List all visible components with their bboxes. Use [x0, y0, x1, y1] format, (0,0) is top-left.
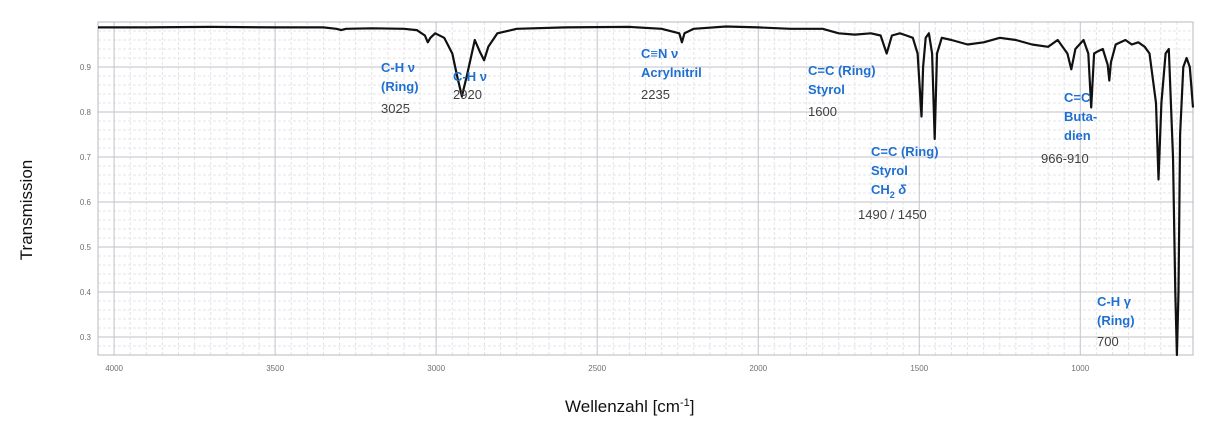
annotation-cc1490-value: 1490 / 1450 [858, 207, 927, 222]
x-tick-label: 3000 [427, 364, 445, 373]
x-tick-label: 3500 [266, 364, 284, 373]
annotation-buta-value: 966-910 [1041, 151, 1089, 166]
annotation-buta-label-1: C=C [1064, 90, 1091, 105]
y-tick-label: 0.5 [80, 243, 92, 252]
annotation-cc1490-label-3: CH2 δ [871, 182, 906, 200]
major-grid [98, 22, 1193, 355]
annotation-cn-label-1: C≡N ν [641, 46, 678, 61]
y-axis-title: Transmission [17, 160, 36, 260]
y-tick-label: 0.4 [80, 288, 92, 297]
spectrum-line [98, 25, 1195, 357]
x-tick-label: 1000 [1071, 364, 1089, 373]
annotation-cc1490-label-2: Styrol [871, 163, 908, 178]
annotation-ch700-value: 700 [1097, 334, 1119, 349]
annotation-buta-label-2: Buta- [1064, 109, 1097, 124]
annotation-cn-value: 2235 [641, 87, 670, 102]
annotation-buta-label-3: dien [1064, 128, 1091, 143]
annotation-ch-ring-value: 3025 [381, 101, 410, 116]
annotation-ch-value: 2920 [453, 87, 482, 102]
annotation-ch700-label-1: C-H γ [1097, 294, 1132, 309]
y-tick-label: 0.9 [80, 63, 92, 72]
x-tick-label: 4000 [105, 364, 123, 373]
x-tick-label: 1500 [910, 364, 928, 373]
x-tick-label: 2500 [588, 364, 606, 373]
annotation-ch-label: C-H ν [453, 69, 487, 84]
annotation-cc1490-label-1: C=C (Ring) [871, 144, 939, 159]
minor-grid [97, 22, 1194, 356]
annotation-cc1600-label-1: C=C (Ring) [808, 63, 876, 78]
y-tick-label: 0.8 [80, 108, 92, 117]
plot-frame [97, 21, 1194, 356]
y-tick-labels: 0.3 0.4 0.5 0.6 0.7 0.8 0.9 [80, 63, 92, 342]
x-tick-labels: 4000 3500 3000 2500 2000 1500 1000 [105, 364, 1090, 373]
annotation-ch700-label-2: (Ring) [1097, 313, 1135, 328]
y-tick-label: 0.6 [80, 198, 92, 207]
annotation-cc1600-value: 1600 [808, 104, 837, 119]
annotation-ch-ring-label-1: C-H ν [381, 60, 415, 75]
annotation-ch-ring-label-2: (Ring) [381, 79, 419, 94]
annotation-cn-label-2: Acrylnitril [641, 65, 702, 80]
y-tick-label: 0.7 [80, 153, 92, 162]
annotation-cc1600-label-2: Styrol [808, 82, 845, 97]
y-tick-label: 0.3 [80, 333, 92, 342]
x-tick-label: 2000 [749, 364, 767, 373]
x-axis-title: Wellenzahl [cm-1] [565, 397, 694, 416]
